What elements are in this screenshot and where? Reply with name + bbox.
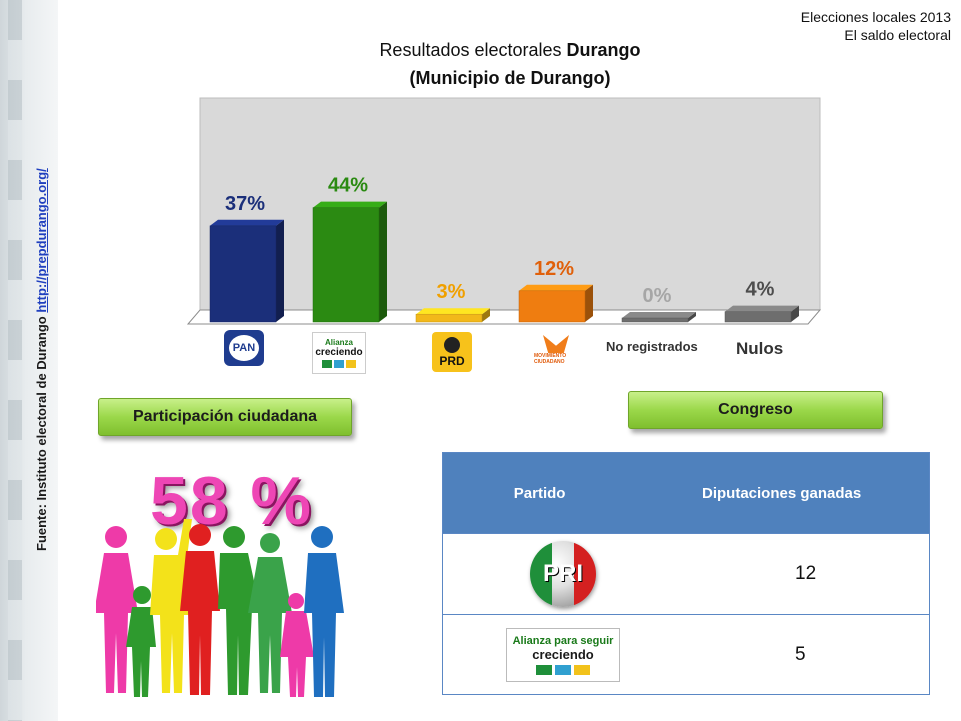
bar-side-0 (276, 219, 284, 322)
movimiento-ciudadano-logo: MOVIMIENTO CIUDADANO (534, 330, 578, 370)
chart-back-wall (199, 97, 821, 311)
bar-top-5 (725, 305, 799, 312)
data-label-3: 12% (534, 258, 574, 280)
bar-0 (209, 225, 277, 323)
alliance-large-line2: creciendo (532, 647, 594, 662)
seats-value: 5 (795, 644, 806, 665)
bar-top-1 (313, 201, 387, 208)
alliance-logo: Alianza creciendo (312, 332, 366, 374)
participation-button[interactable]: Participación ciudadana (98, 398, 352, 436)
bar-side-2 (482, 308, 490, 322)
chart-title: Resultados electorales Durango (Municipi… (290, 36, 730, 92)
participation-percent: 58 % (150, 463, 313, 539)
column-header-partido: Partido (513, 484, 566, 502)
seats-value: 12 (795, 563, 817, 584)
prd-logo-text: PRD (439, 353, 465, 368)
congreso-button[interactable]: Congreso (628, 391, 883, 429)
congreso-table: Partido Diputaciones ganadas PRI 12 Alia… (442, 452, 930, 695)
alliance-logo-line2: creciendo (315, 347, 363, 358)
bar-4 (621, 317, 689, 323)
bar-top-2 (416, 308, 490, 315)
chart-title-normal: Resultados electorales (379, 40, 567, 60)
people-crowd-icon (96, 519, 344, 697)
table-row: Alianza para seguir creciendo 5 (443, 614, 929, 695)
label-no-registrados: No registrados (606, 339, 698, 354)
mc-logo-text: MOVIMIENTO CIUDADANO (534, 353, 567, 365)
chart-subtitle: (Municipio de Durango) (409, 68, 611, 88)
pri-logo: PRI (530, 541, 596, 607)
data-label-4: 0% (643, 285, 672, 307)
header-caption: Elecciones locales 2013 El saldo elector… (801, 8, 951, 44)
bar-side-3 (585, 284, 593, 322)
prd-sun-icon (444, 336, 460, 353)
pan-logo: PAN (224, 330, 264, 366)
data-label-1: 44% (328, 175, 368, 197)
data-label-5: 4% (746, 279, 775, 301)
decorative-left-strip (0, 0, 58, 721)
bar-3 (518, 290, 586, 323)
data-label-0: 37% (225, 193, 265, 215)
alliance-logo-large: Alianza para seguir creciendo (506, 628, 620, 682)
bar-top-0 (210, 219, 284, 226)
bar-side-1 (379, 201, 387, 322)
alliance-logo-line1: Alianza (324, 338, 353, 347)
pri-logo-text: PRI (542, 560, 583, 587)
bar-2 (415, 313, 483, 323)
data-label-2: 3% (437, 281, 466, 303)
chart-title-bold: Durango (566, 40, 641, 60)
header-line-2: El saldo electoral (844, 27, 951, 43)
bar-side-4 (688, 312, 696, 322)
bar-1 (312, 207, 380, 323)
bar-top-3 (519, 284, 593, 291)
alliance-large-line1: Alianza para seguir (512, 635, 614, 647)
prd-logo: PRD (432, 332, 472, 372)
label-nulos: Nulos (736, 339, 784, 358)
eagle-icon (543, 335, 569, 353)
table-row: PRI 12 (443, 533, 929, 614)
header-line-1: Elecciones locales 2013 (800, 9, 951, 25)
column-header-diputaciones: Diputaciones ganadas (702, 484, 862, 502)
bar-side-5 (791, 305, 799, 322)
table-header: Partido Diputaciones ganadas (443, 453, 929, 533)
bar-top-4 (622, 312, 696, 318)
bar-5 (724, 311, 792, 323)
pan-logo-text: PAN (227, 333, 261, 363)
